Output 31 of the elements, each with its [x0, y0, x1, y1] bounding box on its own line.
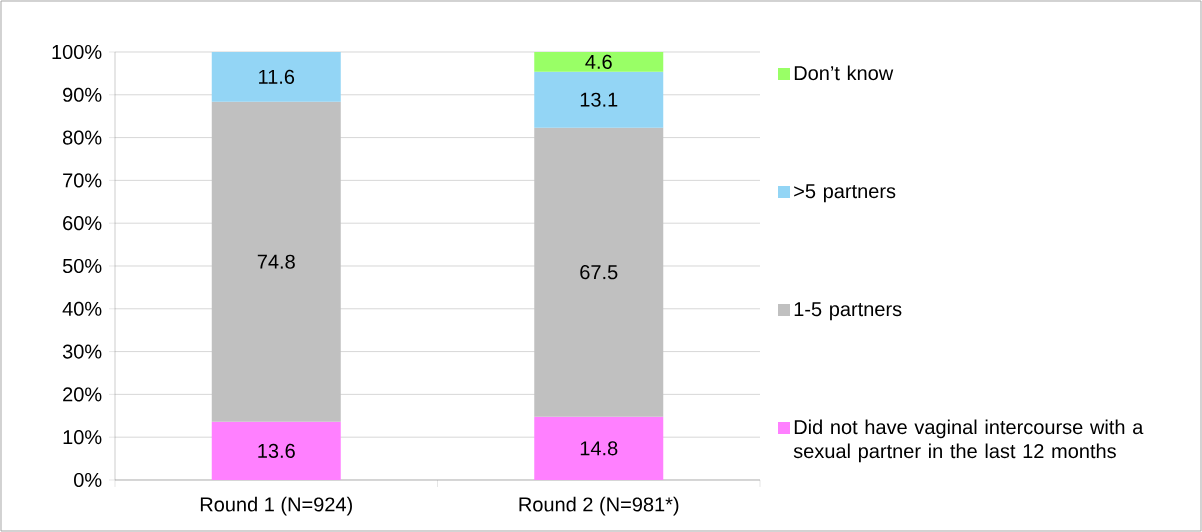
x-tick-label: Round 2 (N=981*): [519, 496, 679, 516]
x-tick-label: Round 1 (N=924): [200, 496, 352, 516]
y-tick-label: 60%: [63, 216, 102, 231]
y-tick-label: 0%: [74, 472, 102, 488]
y-tick-label: 40%: [62, 301, 102, 316]
data-label: 14.8: [580, 441, 618, 456]
y-tick-label: 100%: [52, 44, 102, 60]
legend-label: Did not have vaginal intercourse with a sexual partner in the last 12 months: [793, 419, 1144, 463]
bar: [534, 416, 664, 480]
data-label: 13.6: [258, 443, 295, 458]
y-tick-label: 20%: [63, 387, 102, 402]
legend-label: >5 partners: [794, 184, 896, 203]
data-label: 67.5: [580, 265, 618, 280]
bar: [211, 421, 341, 480]
y-tick-label: 10%: [63, 430, 102, 445]
y-tick-label: 70%: [63, 173, 102, 188]
data-label: 11.6: [259, 69, 295, 84]
y-tick-label: 50%: [62, 258, 102, 274]
data-label: 13.1: [580, 92, 618, 107]
bar: [534, 51, 664, 72]
bar: [534, 71, 664, 128]
data-label: 74.8: [257, 254, 295, 269]
y-tick-label: 30%: [62, 344, 102, 359]
bar: [534, 127, 664, 417]
y-tick-label: 90%: [63, 87, 102, 102]
legend-label: Don’t know: [794, 65, 894, 81]
bar: [211, 51, 341, 102]
legend-label: 1-5 partners: [794, 302, 902, 321]
bar: [211, 101, 341, 422]
data-label: 4.6: [585, 54, 612, 69]
y-tick-label: 80%: [62, 130, 102, 145]
